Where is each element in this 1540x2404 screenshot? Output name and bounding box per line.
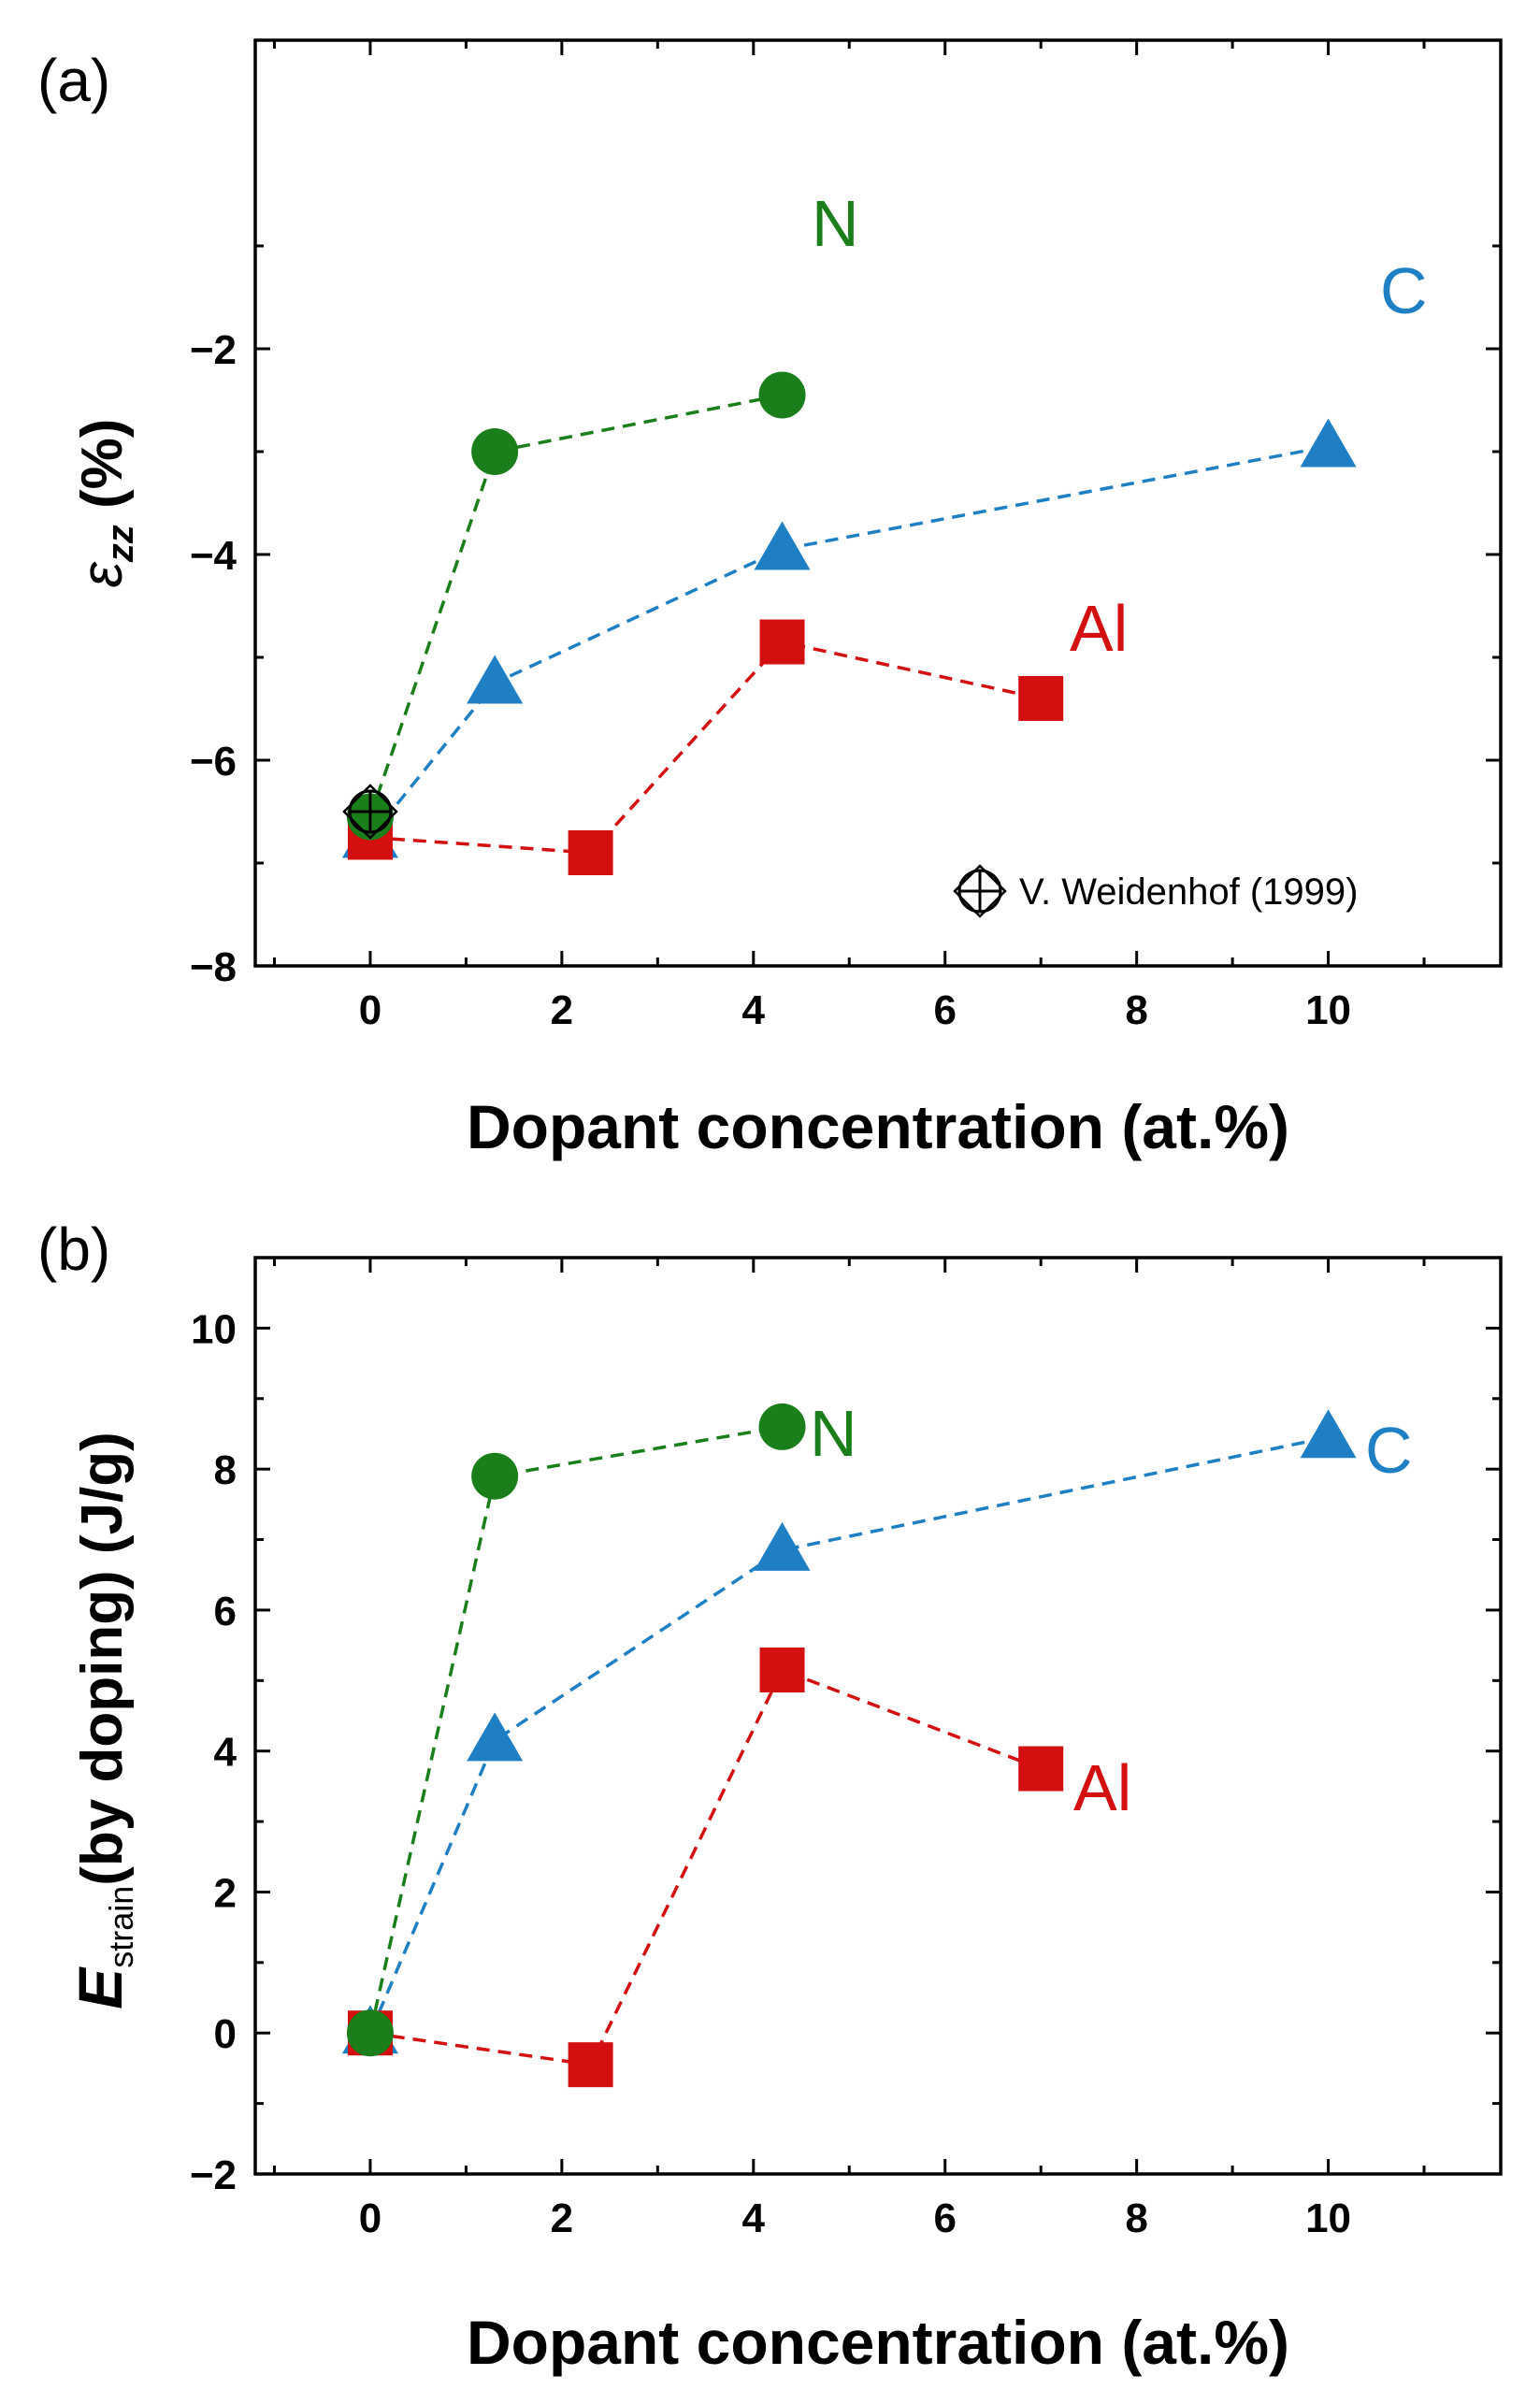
x-tick-label: 2 [551, 2195, 573, 2241]
marker-C-3 [1300, 418, 1357, 468]
panel-b-axes-frame [253, 1256, 1503, 2176]
x-tick-label: 6 [933, 987, 956, 1033]
panel-b-x-axis-label: Dopant concentration (at.%) [467, 2308, 1289, 2377]
y-tick-label: −8 [190, 944, 237, 990]
panel-b-y-axis-label: Estrain(by doping) (J/g) [65, 1432, 140, 2009]
panel-a-y-axis-label: εzz (%) [70, 419, 141, 588]
series-line-N [368, 393, 783, 818]
panel-a-y-label-sub: zz [100, 525, 141, 563]
series-line-N [368, 1425, 783, 2034]
x-tick-label: 0 [359, 987, 381, 1033]
marker-N-2 [758, 1403, 806, 1450]
marker-Al-3 [1018, 1746, 1064, 1792]
panel-a-label-Al: Al [1070, 592, 1128, 665]
y-tick-label: 8 [214, 1447, 237, 1493]
panel-b-y-label-symbol: E [65, 1966, 135, 2009]
marker-C-3 [1300, 1409, 1357, 1459]
panel-a-ticks [255, 40, 1501, 968]
panel-a-y-tick-labels: −8 −6 −4 −2 [190, 327, 237, 990]
panel-a-legend: V. Weidenhof (1999) [953, 864, 1358, 918]
panel-b-label-C: C [1365, 1414, 1413, 1487]
legend-weidenhof-text: V. Weidenhof (1999) [1019, 871, 1358, 913]
marker-Al-1 [568, 830, 613, 875]
panel-a-reference-point [342, 784, 398, 840]
panel-b-x-tick-labels: 0 2 4 6 8 10 [359, 2195, 1351, 2241]
panel-a-label-C: C [1380, 254, 1428, 327]
marker-N-0 [346, 2009, 394, 2057]
series-line-Al [369, 1667, 1042, 2067]
marker-C-1 [467, 655, 524, 704]
y-tick-label: 6 [214, 1589, 237, 1634]
series-line-C [368, 444, 1329, 839]
x-tick-label: 8 [1125, 987, 1147, 1033]
marker-Al-1 [568, 2042, 613, 2088]
marker-Al-2 [759, 619, 805, 665]
panel-b-y-label-unit: (by doping) (J/g) [70, 1432, 135, 1886]
y-tick-label: 10 [191, 1306, 237, 1352]
x-tick-label: 6 [933, 2195, 956, 2241]
panel-b-y-label-sub: strain [102, 1886, 140, 1968]
panel-a-axes-frame [253, 38, 1503, 968]
panel-b-chart: (b) 0 2 4 6 8 10 −2 0 2 4 6 8 10 N C Al Dopant conc… [37, 1216, 1503, 2377]
panel-b-letter: (b) [37, 1216, 110, 1283]
panel-a-markers [341, 371, 1357, 875]
panel-a-series-lines [368, 393, 1329, 855]
reference-point-marker [342, 784, 398, 840]
marker-N-1 [471, 428, 519, 475]
panel-b-label-Al: Al [1073, 1751, 1131, 1824]
y-tick-label: −2 [190, 327, 237, 373]
y-tick-label: 2 [214, 1870, 237, 1916]
marker-C-2 [754, 1521, 811, 1571]
panel-a-y-label-symbol: ε [70, 561, 135, 587]
marker-C-1 [467, 1712, 524, 1762]
x-tick-label: 10 [1305, 987, 1351, 1033]
panel-a-label-N: N [812, 187, 859, 260]
marker-C-2 [754, 521, 811, 570]
panel-a-x-axis-label: Dopant concentration (at.%) [467, 1092, 1289, 1161]
marker-N-1 [471, 1452, 519, 1500]
panel-a-chart: (a) 0 2 4 6 8 10 −8 −6 −4 −2 N C Al V. Weidenhof… [37, 38, 1503, 1161]
y-tick-label: −2 [190, 2152, 237, 2198]
legend-circle-cross-icon [953, 864, 1007, 918]
panel-b-ticks [255, 1258, 1501, 2176]
panel-b-label-N: N [810, 1397, 857, 1470]
x-tick-label: 4 [742, 2195, 766, 2241]
y-tick-label: −6 [190, 739, 237, 785]
x-tick-label: 8 [1125, 2195, 1147, 2241]
panel-a-x-tick-labels: 0 2 4 6 8 10 [359, 987, 1351, 1033]
x-tick-label: 2 [551, 987, 573, 1033]
marker-Al-3 [1018, 676, 1064, 721]
panel-b-markers [341, 1403, 1357, 2088]
panel-a-letter: (a) [37, 47, 110, 114]
x-tick-label: 4 [742, 987, 766, 1033]
marker-Al-2 [759, 1648, 805, 1692]
y-tick-label: 0 [214, 2011, 237, 2057]
panel-b-y-tick-labels: −2 0 2 4 6 8 10 [190, 1306, 237, 2198]
x-tick-label: 10 [1305, 2195, 1351, 2241]
y-tick-label: 4 [214, 1730, 237, 1776]
series-line-Al [369, 640, 1042, 855]
marker-N-2 [758, 371, 806, 419]
x-tick-label: 0 [359, 2195, 381, 2241]
y-tick-label: −4 [190, 533, 237, 579]
panel-a-y-label-unit: (%) [70, 419, 135, 525]
series-line-C [368, 1435, 1329, 2034]
